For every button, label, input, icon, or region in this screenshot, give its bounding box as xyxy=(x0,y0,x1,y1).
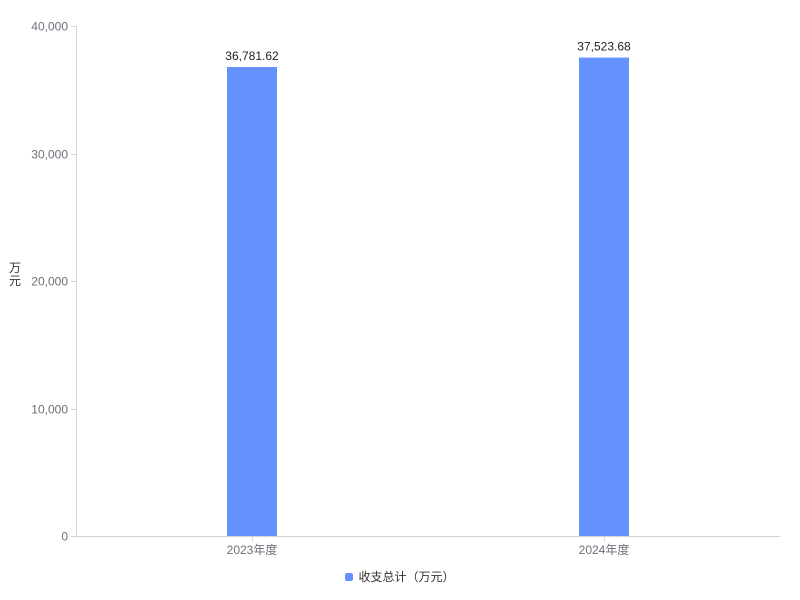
y-tick-label: 40,000 xyxy=(31,20,68,34)
legend[interactable]: 收支总计（万元） xyxy=(0,568,800,585)
data-label: 37,523.68 xyxy=(577,40,631,54)
y-tick-label: 10,000 xyxy=(31,403,68,417)
data-label: 36,781.62 xyxy=(225,49,279,63)
y-axis-label: 万元 xyxy=(8,261,21,288)
y-tick-label: 20,000 xyxy=(31,275,68,289)
x-tick-label: 2024年度 xyxy=(579,542,630,557)
y-tick-label: 30,000 xyxy=(31,148,68,162)
bar xyxy=(579,57,629,536)
legend-swatch xyxy=(345,573,354,581)
legend-label: 收支总计（万元） xyxy=(358,570,455,584)
y-tick-label: 0 xyxy=(61,530,68,544)
x-tick-label: 2023年度 xyxy=(227,542,278,557)
bar xyxy=(227,67,277,536)
